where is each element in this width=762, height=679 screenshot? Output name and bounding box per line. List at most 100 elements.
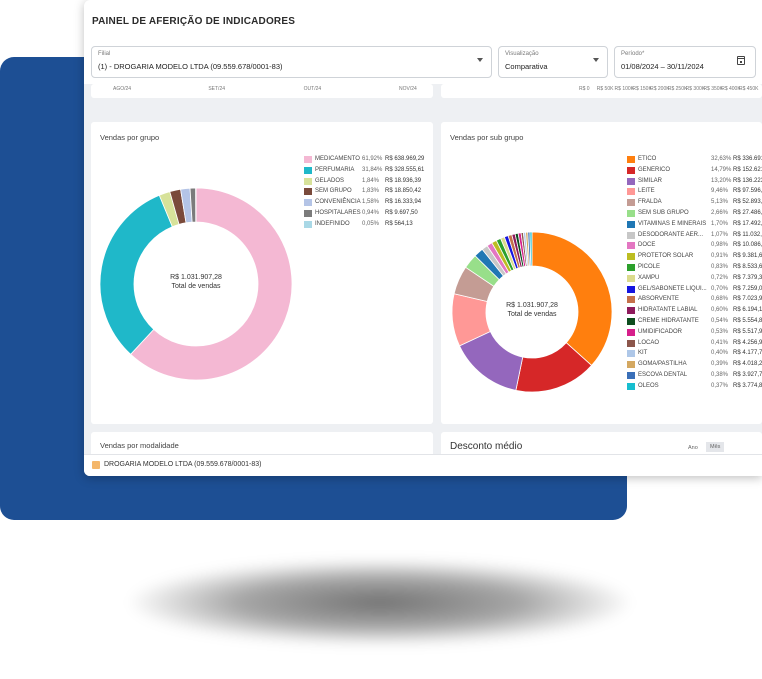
legend-swatch: [627, 350, 635, 358]
axis-tick-label: R$ 150K: [632, 86, 652, 92]
legend-swatch: [627, 307, 635, 315]
axis-tick-label: R$ 350K: [703, 86, 723, 92]
legend-value: R$ 97.596,9: [733, 188, 762, 195]
legend-swatch: [627, 361, 635, 369]
legend-name: PROTETOR SOLAR: [638, 253, 694, 260]
legend-value: R$ 4.177,74: [733, 350, 762, 357]
legend-name: GENERICO: [638, 166, 671, 173]
legend-swatch: [627, 296, 635, 304]
legend-name: MEDICAMENTO: [315, 156, 360, 162]
legend-value: R$ 52.893,1: [733, 199, 762, 206]
legend-name: GEL/SABONETE LIQUI...: [638, 285, 707, 292]
legend-swatch: [627, 231, 635, 239]
legend-swatch: [627, 382, 635, 390]
axis-tick-label: R$ 250K: [667, 86, 688, 92]
legend-percent: 1,84%: [362, 177, 380, 184]
axis-tick-label: R$ 300K: [685, 86, 706, 92]
legend-percent: 0,91%: [711, 253, 729, 260]
legend-percent: 0,60%: [711, 307, 729, 314]
legend-percent: 1,07%: [711, 231, 729, 238]
legend-swatch: [304, 209, 312, 217]
legend-swatch: [304, 199, 312, 207]
total-value: R$ 1.031.907,28: [170, 274, 222, 281]
visualizacao-select[interactable]: Visualização Comparativa: [498, 46, 608, 78]
vendas-grupo-card: Vendas por grupo R$ 1.031.907,28 Total d…: [91, 122, 433, 424]
mes-button[interactable]: Mês: [706, 442, 725, 452]
axis-tick-label: OUT/24: [303, 86, 322, 92]
filial-label: Filial: [98, 51, 111, 57]
legend-swatch: [627, 317, 635, 325]
legend-name: KIT: [638, 350, 648, 357]
legend-swatch: [304, 166, 312, 174]
card-title: Vendas por grupo: [100, 133, 160, 142]
legend-percent: 1,83%: [362, 188, 380, 195]
legend-percent: 0,38%: [711, 371, 729, 378]
legend-name: DOCE: [638, 242, 656, 249]
axis-tick-label: NOV/24: [399, 86, 417, 92]
ano-button[interactable]: Ano: [688, 445, 698, 451]
page-title: PAINEL DE AFERIÇÃO DE INDICADORES: [92, 16, 296, 27]
legend-swatch: [627, 220, 635, 228]
legend-percent: 61,92%: [362, 156, 383, 162]
legend-percent: 0,37%: [711, 382, 729, 389]
legend-value: R$ 136.223,: [733, 177, 762, 184]
desconto-medio-card: Desconto médio Ano Mês: [441, 432, 762, 454]
legend-swatch: [304, 177, 312, 185]
periodo-field[interactable]: Período* 01/08/2024 – 30/11/2024: [614, 46, 756, 78]
legend-swatch: [627, 339, 635, 347]
legend-name: ESCOVA DENTAL: [638, 371, 688, 378]
legend-percent: 0,39%: [711, 361, 729, 368]
legend-swatch: [627, 188, 635, 196]
monthly-chart-card: AGO/24 SET/24 OUT/24 NOV/24: [91, 84, 433, 98]
legend-swatch: [304, 220, 312, 228]
vendas-modalidade-card: Vendas por modalidade: [91, 432, 433, 454]
pie-slice[interactable]: [99, 194, 173, 355]
legend-percent: 0,94%: [362, 209, 380, 216]
legend-percent: 0,72%: [711, 274, 729, 281]
card-title: Desconto médio: [450, 441, 523, 452]
legend-percent: 0,98%: [711, 242, 729, 249]
legend-swatch: [304, 156, 312, 163]
legend-value: R$ 336.691,: [733, 156, 762, 162]
legend-value: R$ 3.927,78: [733, 371, 762, 378]
legend-name: GELADOS: [315, 177, 345, 184]
periodo-label: Período*: [621, 51, 645, 57]
legend-value: R$ 7.259,04: [733, 285, 762, 292]
legend-swatch: [627, 285, 635, 293]
legend-value: R$ 152.621,: [733, 166, 762, 173]
pie-slice[interactable]: [130, 187, 293, 381]
axis-tick-label: R$ 450K: [739, 86, 759, 92]
axis-tick-label: SET/24: [208, 86, 226, 92]
legend-swatch: [627, 253, 635, 261]
legend-value: R$ 9.381,69: [733, 253, 762, 260]
legend-name: SEM GRUPO: [315, 188, 352, 195]
pie-slice[interactable]: [531, 231, 613, 366]
legend-swatch: [627, 156, 635, 163]
legend-percent: 0,40%: [711, 350, 729, 357]
legend-swatch: [627, 242, 635, 250]
legend-name: PICOLE: [638, 263, 661, 270]
legend-name: INDEFINIDO: [315, 220, 350, 227]
legend-value: R$ 9.697,50: [385, 209, 418, 216]
legend-name: GOMA/PASTILHA: [638, 361, 687, 368]
chevron-down-icon: [477, 58, 483, 62]
legend-percent: 2,66%: [711, 209, 729, 216]
chart-legend-bar: DROGARIA MODELO LTDA (09.559.678/0001-83…: [84, 454, 762, 476]
legend-percent: 9,46%: [711, 188, 729, 195]
legend-name: CONVENIÊNCIA: [315, 199, 361, 206]
legend-name: LOCAO: [638, 339, 660, 346]
grupo-donut-chart: [99, 187, 293, 381]
legend-swatch: [627, 274, 635, 282]
legend-percent: 0,05%: [362, 220, 380, 227]
legend-percent: 5,13%: [711, 199, 729, 206]
legend-value: R$ 11.032,5: [733, 231, 762, 238]
legend-name: SEM SUB GRUPO: [638, 209, 689, 216]
legend-name: ABSORVENTE: [638, 296, 679, 303]
visualizacao-label: Visualização: [505, 51, 539, 57]
vendas-subgrupo-card: Vendas por sub grupo R$ 1.031.907,28 Tot…: [441, 122, 762, 424]
filial-select[interactable]: Filial (1) - DROGARIA MODELO LTDA (09.55…: [91, 46, 492, 78]
periodo-value: 01/08/2024 – 30/11/2024: [621, 62, 704, 71]
legend-percent: 0,83%: [711, 263, 729, 270]
pie-slice[interactable]: [529, 231, 533, 267]
calendar-icon[interactable]: [737, 56, 745, 65]
